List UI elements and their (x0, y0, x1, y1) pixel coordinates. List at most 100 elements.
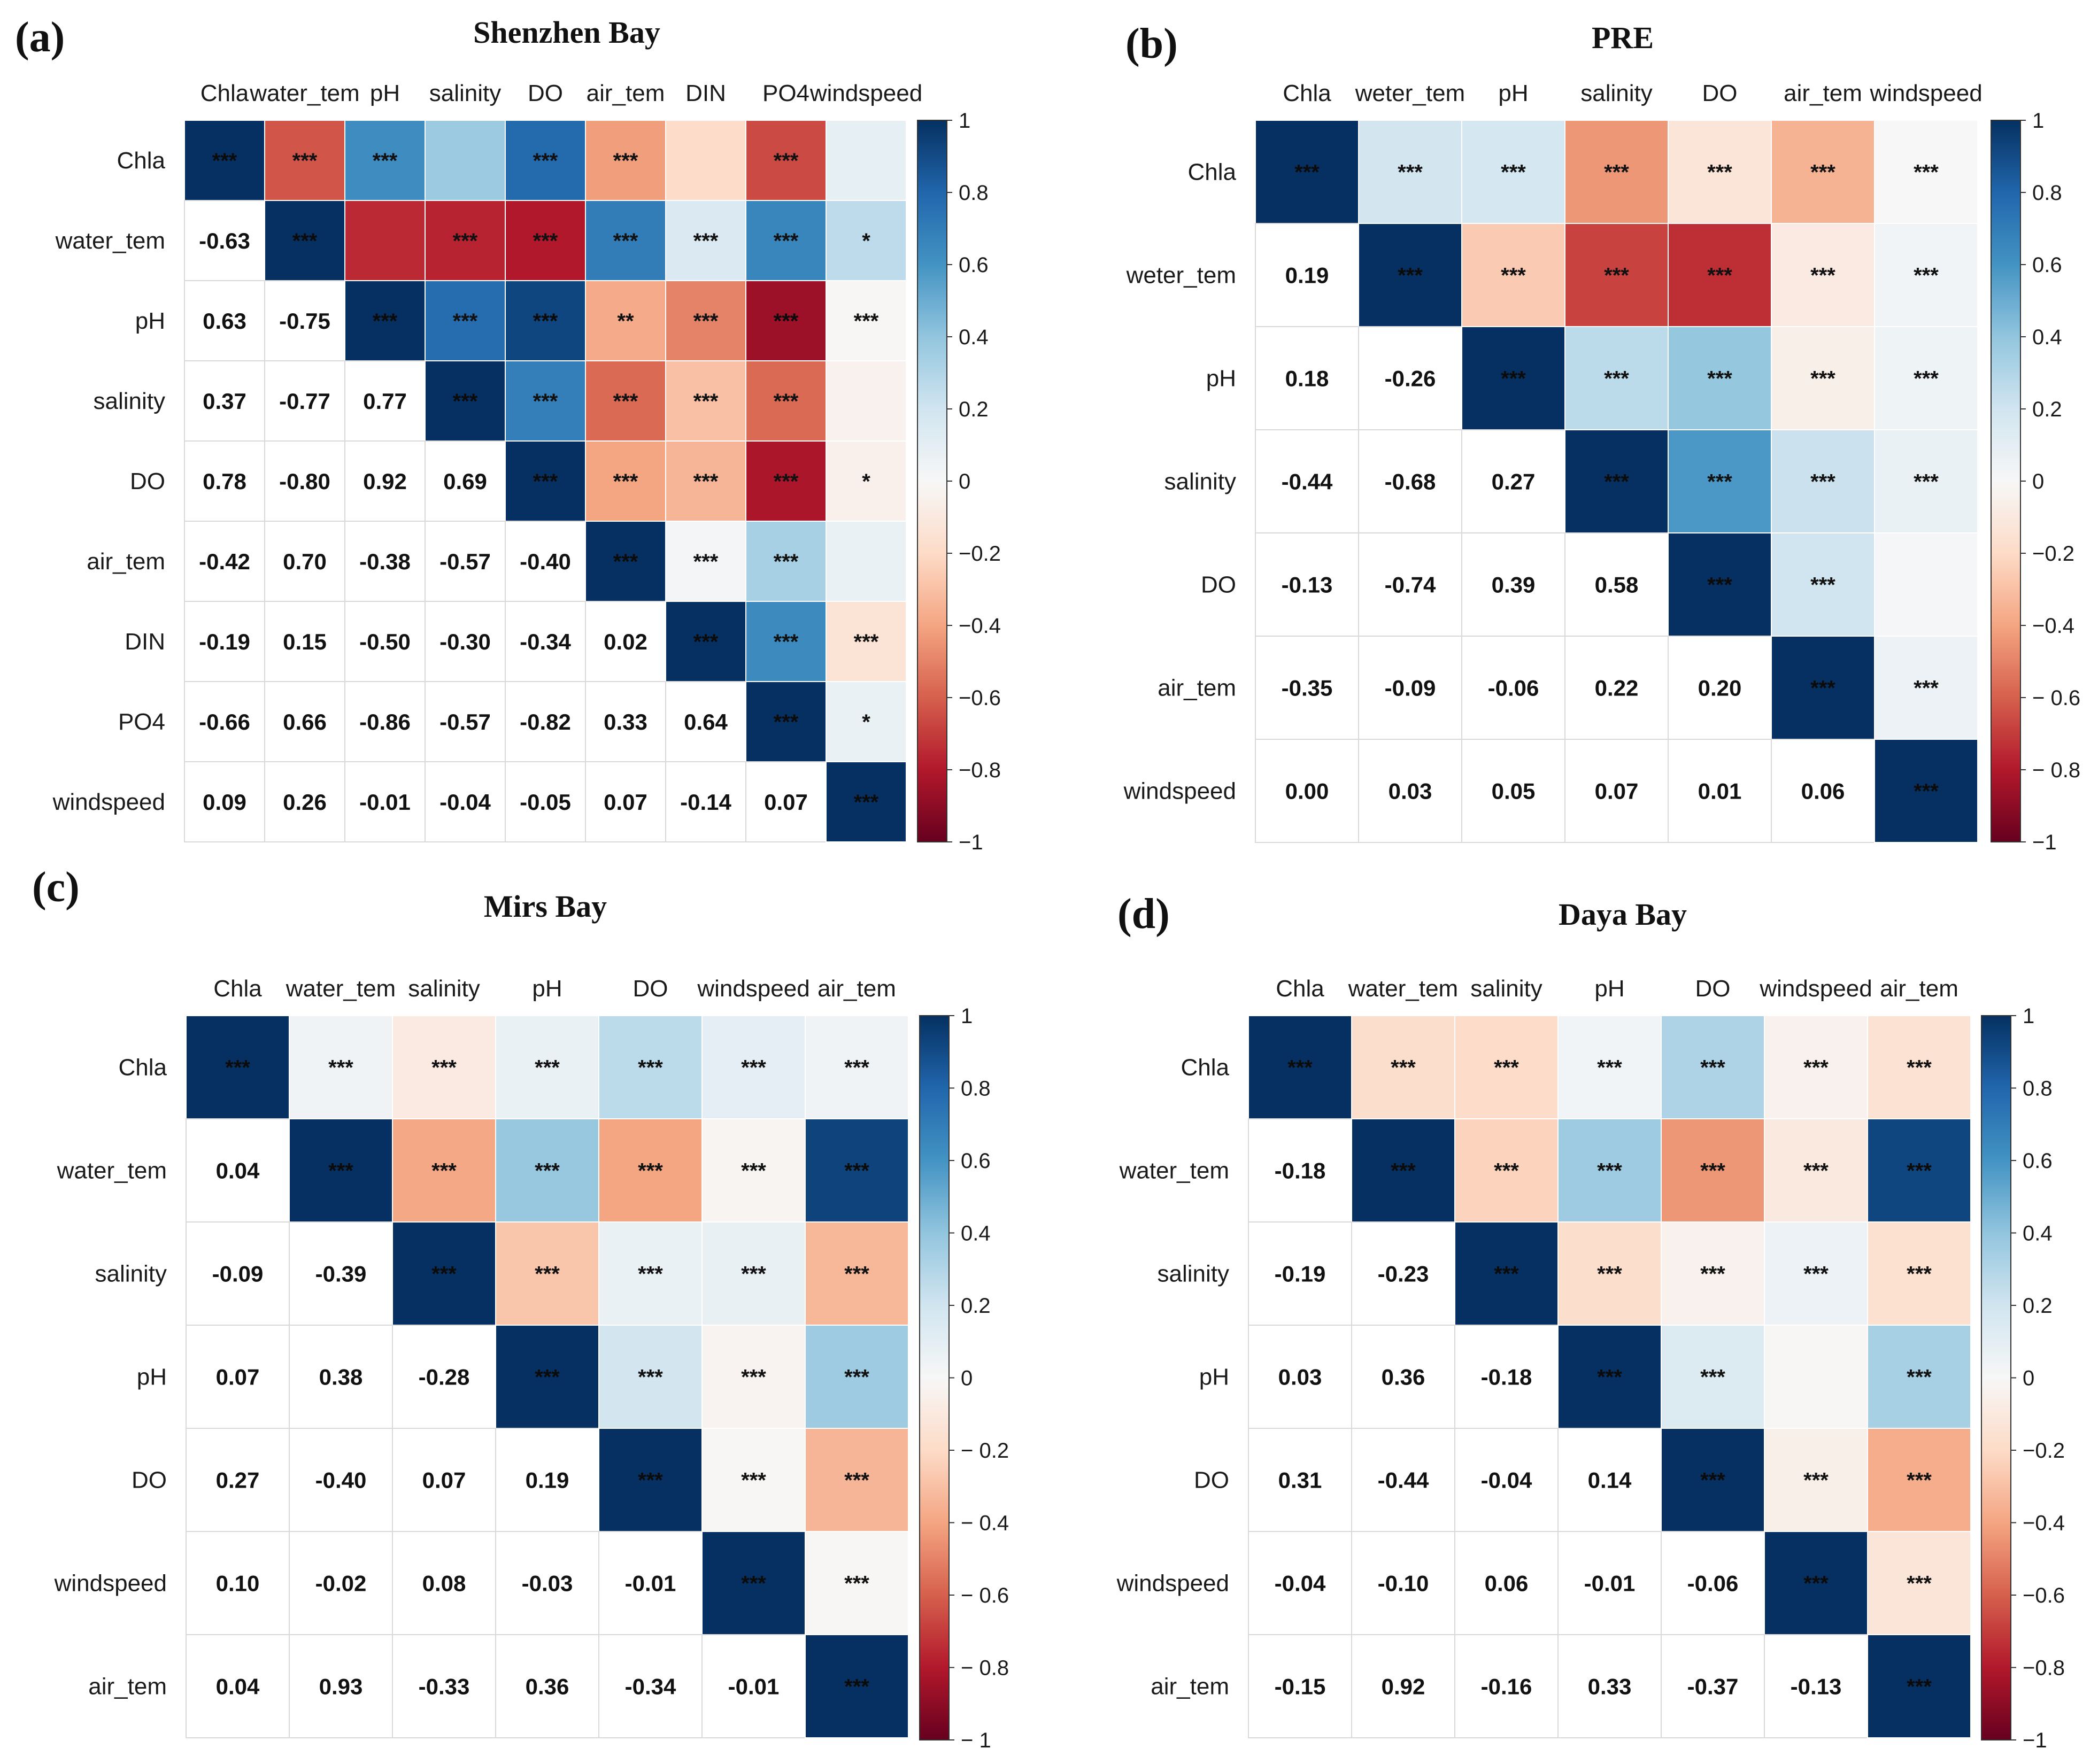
column-label-salinity: salinity (429, 80, 502, 106)
row-label-DO: DO (130, 468, 165, 494)
heatmap-cell (186, 1531, 290, 1635)
colorbar-tick-label: 0.8 (2023, 1077, 2053, 1101)
heatmap-cell (1874, 326, 1978, 430)
significance-label: *** (533, 149, 558, 173)
column-label-windspeed: windspeed (809, 80, 922, 106)
row-label-salinity: salinity (1164, 469, 1237, 495)
row-label-water_tem: water_tem (57, 1158, 167, 1184)
heatmap-cell (1351, 1634, 1455, 1738)
heatmap-cell (598, 1118, 703, 1223)
colorbar-tick-label: −0.4 (2032, 614, 2074, 638)
significance-label: *** (1914, 780, 1939, 803)
coefficient-label: 0.07 (764, 790, 808, 815)
heatmap-cell (1661, 1325, 1765, 1429)
coefficient-label: 0.36 (1382, 1365, 1425, 1390)
column-label-pH: pH (370, 80, 400, 106)
coefficient-label: -0.35 (1282, 676, 1333, 701)
significance-label: *** (1294, 161, 1320, 184)
colorbar-tick-label: 0.4 (2032, 326, 2062, 349)
significance-label: *** (1494, 1056, 1519, 1080)
significance-label: *** (431, 1263, 457, 1286)
significance-label: *** (1803, 1056, 1829, 1080)
significance-label: *** (844, 1263, 869, 1286)
significance-label: *** (774, 149, 799, 173)
colorbar-tick-label: −0.8 (2023, 1657, 2065, 1680)
heatmap-cell (745, 440, 827, 522)
significance-label: *** (1398, 161, 1423, 184)
row-label-pH: pH (1206, 366, 1236, 392)
colorbar-tick-label: 0.8 (959, 181, 989, 205)
heatmap-cell (1764, 1118, 1868, 1223)
heatmap-cell (1771, 636, 1875, 740)
colorbar-tick-label: − 0.2 (961, 1439, 1009, 1463)
significance-label: *** (535, 1366, 560, 1389)
significance-label: *** (1907, 1159, 1932, 1183)
coefficient-label: -0.44 (1378, 1468, 1429, 1493)
significance-label: *** (1707, 264, 1732, 288)
colorbar-tick-label: 1 (2032, 109, 2044, 133)
colorbar-tick-label: −1 (959, 831, 983, 854)
significance-label: ** (617, 310, 634, 333)
coefficient-label: -0.57 (439, 549, 491, 574)
coefficient-label: -0.15 (1275, 1674, 1326, 1699)
heatmap-cell (665, 280, 746, 361)
panel-d: (d) Daya Bay Chla water_tem salinity pH DO wind… (1116, 891, 2065, 1752)
coefficient-label: -0.68 (1385, 469, 1436, 494)
heatmap-cell (264, 681, 345, 762)
heatmap-cell (745, 761, 827, 842)
significance-label: *** (741, 1159, 766, 1183)
heatmap-cell (392, 1325, 496, 1429)
column-label-pH: pH (1498, 80, 1528, 106)
coefficient-label: 0.92 (1382, 1674, 1425, 1699)
heatmap-cell (495, 1531, 599, 1635)
significance-label: *** (1398, 264, 1423, 288)
coefficient-label: -0.18 (1275, 1158, 1326, 1183)
coefficient-label: 0.69 (443, 469, 487, 494)
column-label-air_tem: air_tem (587, 80, 665, 106)
coefficient-label: 0.33 (1588, 1674, 1632, 1699)
heatmap-cell (1358, 120, 1462, 224)
colorbar-tick-label: 0.8 (2032, 181, 2062, 205)
coefficient-label: -0.18 (1481, 1365, 1532, 1390)
heatmap-cell (1461, 739, 1565, 843)
heatmap-cell (665, 521, 746, 602)
heatmap-cell (392, 1118, 496, 1223)
row-label-air_tem: air_tem (87, 548, 165, 575)
significance-label: *** (1604, 367, 1629, 391)
significance-label: *** (638, 1056, 663, 1080)
row-label-PO4: PO4 (118, 709, 165, 735)
colorbar-tick-label: 1 (2023, 1004, 2034, 1028)
significance-label: *** (1700, 1366, 1725, 1389)
coefficient-label: 0.20 (1698, 676, 1742, 701)
heatmap-cell (585, 280, 666, 361)
heatmap-cell (745, 120, 827, 201)
heatmap-cell (701, 1221, 806, 1326)
colorbar-tick-label: −0.2 (2032, 542, 2074, 566)
row-label-DO: DO (1194, 1467, 1229, 1494)
row-label-pH: pH (137, 1364, 167, 1390)
significance-label: *** (693, 550, 719, 574)
column-label-PO4: PO4 (762, 80, 809, 106)
colorbar-tick-label: 0.8 (961, 1077, 991, 1101)
colorbar-tick-label: 0 (959, 470, 970, 493)
significance-label: *** (741, 1572, 766, 1596)
column-label-windspeed: windspeed (1759, 976, 1872, 1002)
colorbar-tick-label: − 0.4 (961, 1512, 1009, 1535)
heatmap-cell (264, 521, 345, 602)
heatmap-cell (1867, 1634, 1971, 1738)
heatmap-cell (1461, 120, 1565, 224)
heatmap-cell (1351, 1428, 1455, 1532)
significance-label: *** (774, 390, 799, 413)
coefficient-label: -0.09 (212, 1262, 264, 1287)
significance-label: *** (1907, 1675, 1932, 1699)
heatmap-cell (392, 1634, 496, 1738)
coefficient-label: 0.07 (422, 1468, 466, 1493)
coefficient-label: -0.01 (359, 790, 411, 815)
column-label-salinity: salinity (1580, 80, 1653, 106)
heatmap-cell (701, 1118, 806, 1223)
significance-label: *** (1604, 161, 1629, 184)
panel-label: (d) (1117, 891, 1170, 938)
heatmap-cell (505, 120, 586, 201)
column-label-DO: DO (1702, 80, 1738, 106)
significance-label: *** (774, 630, 799, 654)
